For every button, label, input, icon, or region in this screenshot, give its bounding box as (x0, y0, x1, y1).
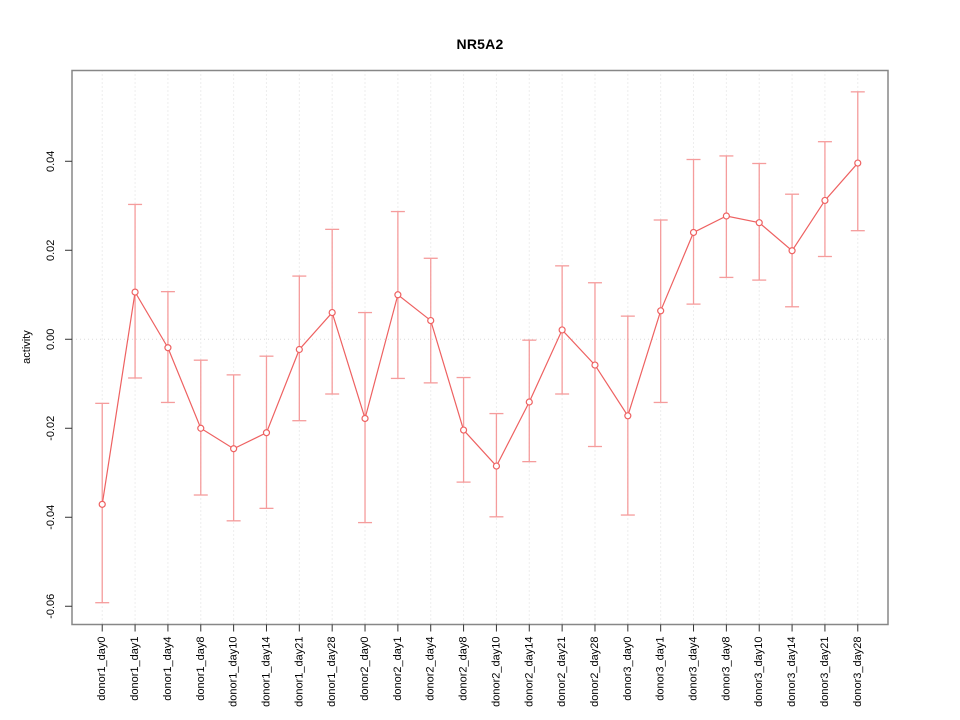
data-point (361, 414, 369, 423)
y-tick-label: -0.02 (45, 416, 57, 441)
data-point (689, 228, 698, 237)
data-point (854, 159, 862, 167)
y-tick-label: 0.00 (45, 329, 57, 350)
data-point (295, 345, 303, 354)
x-tick-label: donor3_day0 (622, 637, 634, 701)
data-point (427, 316, 435, 325)
data-point (755, 219, 763, 227)
x-tick-label: donor3_day10 (753, 637, 765, 707)
plot-border (71, 69, 889, 626)
x-tick-label: donor3_day28 (852, 637, 864, 707)
data-point (164, 344, 172, 352)
x-tick-label: donor1_day0 (96, 637, 108, 701)
chart-title: NR5A2 (456, 36, 504, 52)
x-tick-label: donor3_day21 (819, 637, 831, 707)
data-point (657, 307, 665, 315)
data-point (197, 424, 205, 432)
x-tick-label: donor2_day14 (523, 637, 535, 707)
x-tick-label: donor3_day8 (720, 637, 732, 701)
x-tick-label: donor2_day8 (458, 637, 470, 701)
x-tick-label: donor3_day14 (786, 637, 798, 707)
x-tick-label: donor3_day4 (688, 637, 700, 701)
data-line (101, 162, 859, 505)
x-tick-label: donor1_day28 (326, 637, 338, 707)
data-point (262, 429, 271, 437)
y-tick-label: -0.04 (45, 505, 57, 530)
x-tick-label: donor2_day0 (359, 637, 371, 701)
data-point (558, 326, 566, 334)
x-tick-label: donor1_day4 (162, 637, 174, 701)
y-tick-label: 0.02 (45, 240, 57, 261)
x-tick-label: donor1_day1 (129, 637, 141, 701)
x-tick-label: donor1_day10 (228, 637, 240, 707)
x-tick-label: donor1_day14 (260, 637, 272, 707)
data-point (394, 291, 402, 299)
x-tick-label: donor1_day8 (195, 637, 207, 701)
data-point (591, 361, 599, 369)
x-tick-label: donor2_day10 (490, 637, 502, 707)
data-point (459, 426, 468, 434)
y-tick-label: -0.06 (45, 594, 57, 619)
data-point (328, 308, 336, 317)
x-tick-label: donor1_day21 (293, 637, 305, 707)
y-tick-label: 0.04 (45, 151, 57, 172)
data-point (98, 500, 106, 508)
x-tick-label: donor2_day28 (589, 637, 601, 707)
x-tick-label: donor2_day1 (392, 637, 404, 701)
x-tick-label: donor2_day21 (556, 637, 568, 707)
data-point (131, 288, 139, 296)
x-tick-label: donor2_day4 (425, 637, 437, 701)
data-point (722, 212, 730, 220)
data-point (788, 247, 796, 255)
data-point (525, 398, 533, 406)
data-point (230, 445, 238, 453)
data-point (624, 412, 632, 420)
x-tick-label: donor3_day1 (655, 637, 667, 701)
data-point (821, 196, 829, 205)
data-point (492, 462, 501, 470)
